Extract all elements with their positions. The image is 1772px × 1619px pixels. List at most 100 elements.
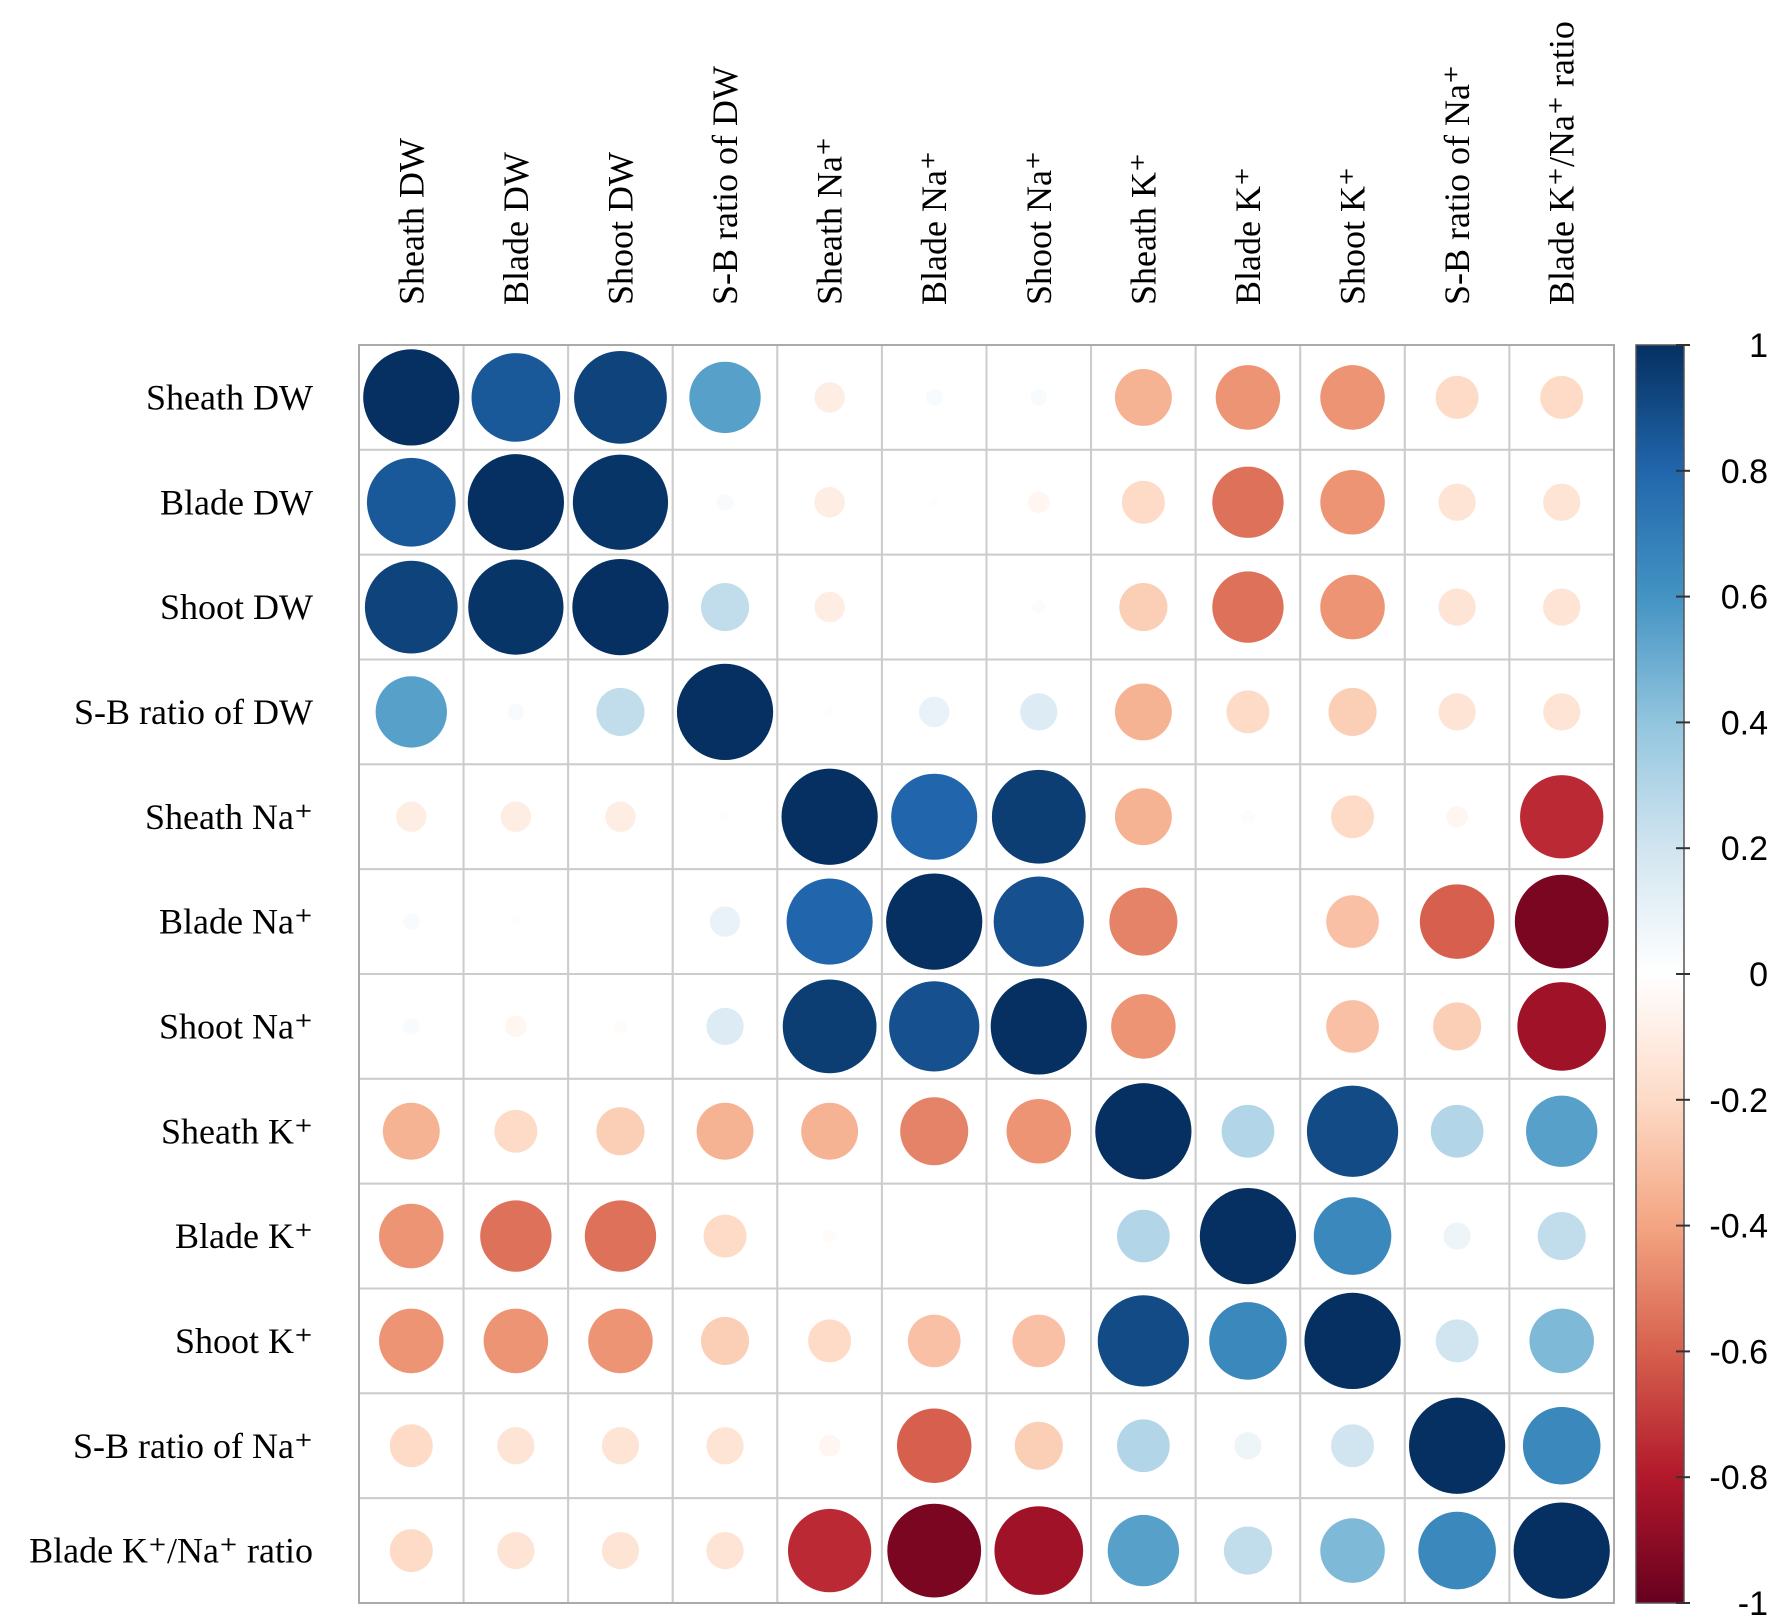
correlation-circle <box>1031 600 1046 614</box>
correlation-circle <box>396 801 427 832</box>
row-label: Blade Na⁺ <box>159 902 313 942</box>
correlation-circle <box>1517 982 1607 1071</box>
correlation-circle <box>1435 375 1479 419</box>
correlation-circle <box>379 1203 444 1269</box>
correlation-circle <box>703 1214 747 1258</box>
column-label: Sheath K⁺ <box>1123 153 1163 305</box>
correlation-circle <box>801 1102 859 1160</box>
correlation-circle <box>1209 1302 1287 1380</box>
correlation-circle <box>1514 874 1609 969</box>
correlation-circle <box>1114 683 1172 741</box>
correlation-circle <box>929 497 940 508</box>
correlation-circle <box>1331 1424 1375 1468</box>
correlation-circle <box>1418 1511 1496 1590</box>
correlation-circle <box>814 382 845 413</box>
correlation-circle <box>1540 375 1584 419</box>
column-label: Sheath DW <box>391 138 431 305</box>
correlation-circle <box>1326 895 1379 948</box>
correlation-circle <box>706 1531 744 1570</box>
colorbar-tick-label: 0.8 <box>1721 453 1768 491</box>
matrix-cells <box>358 344 1615 1604</box>
correlation-circle <box>1438 588 1476 626</box>
correlation-circle <box>363 349 460 446</box>
grid-cell <box>1299 448 1406 556</box>
correlation-circle <box>511 916 521 927</box>
correlation-circle <box>1328 687 1377 736</box>
correlation-circle <box>900 1097 969 1166</box>
colorbar-tick-label: -0.8 <box>1709 1459 1768 1497</box>
correlation-circle <box>1114 788 1172 846</box>
colorbar-tick-label: 0.2 <box>1721 830 1768 868</box>
correlation-circle <box>782 979 877 1074</box>
colorbar-tick-label: -1 <box>1738 1585 1768 1619</box>
correlation-circle <box>1438 693 1476 731</box>
correlation-circle <box>389 1529 433 1573</box>
correlation-circle <box>1543 588 1581 626</box>
correlation-circle <box>467 454 564 551</box>
correlation-circle <box>994 1506 1084 1595</box>
correlation-circle <box>1409 1397 1506 1494</box>
correlation-circle <box>402 913 420 930</box>
correlation-circle <box>1537 1212 1586 1261</box>
correlation-circle <box>1306 1085 1399 1177</box>
correlation-circle <box>918 696 950 728</box>
correlation-circle <box>389 1424 433 1468</box>
correlation-circle <box>507 703 525 721</box>
correlation-circle <box>887 1503 982 1598</box>
correlation-circle <box>402 1018 420 1035</box>
correlation-circle <box>1320 469 1385 535</box>
colorbar-tick-label: -0.6 <box>1709 1333 1768 1371</box>
correlation-circle <box>818 1434 841 1457</box>
correlation-circle <box>1513 1502 1610 1599</box>
row-label: Blade K⁺/Na⁺ ratio <box>29 1531 313 1571</box>
correlation-circle <box>1543 693 1581 731</box>
colorbar-tick-label: 0.4 <box>1721 704 1768 742</box>
correlation-circle <box>696 1102 754 1160</box>
row-label: Sheath K⁺ <box>161 1111 313 1151</box>
correlation-circle <box>1438 483 1476 521</box>
correlation-circle <box>1241 809 1255 824</box>
colorbar: 1 0.8 0.6 0.4 0.2 0 -0.2 -0.4 -0.6 -0.8 -1 <box>1635 327 1768 1619</box>
correlation-circle <box>1109 887 1178 956</box>
correlation-circle <box>379 1308 444 1374</box>
row-label: S-B ratio of DW <box>74 692 313 732</box>
correlation-circle <box>720 811 730 822</box>
correlation-circle <box>1526 1095 1598 1167</box>
row-label: Shoot Na⁺ <box>159 1006 313 1046</box>
correlation-circle <box>1543 483 1581 521</box>
column-label: Blade Na⁺ <box>914 151 954 305</box>
correlation-circle <box>1012 1314 1066 1368</box>
correlation-circle <box>588 1308 653 1374</box>
correlation-circle <box>896 1408 972 1484</box>
correlation-circle <box>1446 805 1468 828</box>
correlation-circle <box>1006 1098 1072 1164</box>
correlation-circle <box>1331 795 1375 839</box>
column-label: Sheath Na⁺ <box>810 137 850 305</box>
correlation-circle <box>1117 1209 1170 1263</box>
correlation-circle <box>1320 1518 1385 1583</box>
correlation-circle <box>709 906 741 937</box>
correlation-circle <box>1520 775 1604 859</box>
matrix-border <box>358 344 1615 1604</box>
correlation-circle <box>1107 1514 1180 1587</box>
row-labels: Sheath DW Blade DW Shoot DW S-B ratio of DW… <box>29 377 313 1570</box>
correlation-circle <box>480 1200 552 1272</box>
colorbar-tick-label: 1 <box>1749 327 1768 365</box>
correlation-circle <box>814 591 845 623</box>
correlation-circle <box>1212 466 1284 538</box>
grid-cell <box>1194 973 1302 1080</box>
correlation-circle <box>1326 1000 1379 1053</box>
correlation-circle <box>1419 884 1495 959</box>
correlation-circle <box>364 560 458 654</box>
column-label: S-B ratio of DW <box>705 66 745 305</box>
correlation-circle <box>1114 368 1172 426</box>
correlation-circle <box>572 558 669 656</box>
correlation-circle <box>925 389 943 406</box>
correlation-circle <box>605 801 636 832</box>
correlation-circle <box>1443 1222 1471 1250</box>
correlation-circle <box>1014 1421 1063 1470</box>
correlation-circle <box>1433 1002 1482 1051</box>
correlation-circle <box>787 1508 872 1593</box>
colorbar-tick-label: 0 <box>1749 956 1768 994</box>
correlation-circle <box>1117 1419 1170 1473</box>
